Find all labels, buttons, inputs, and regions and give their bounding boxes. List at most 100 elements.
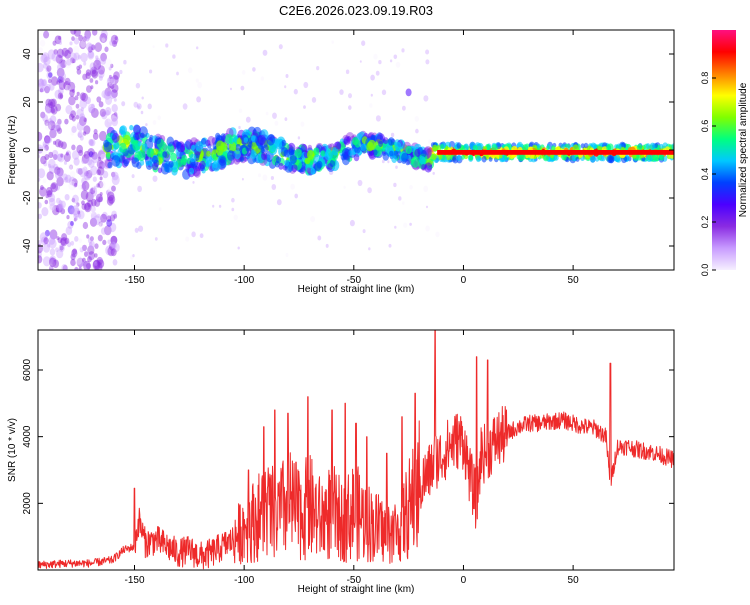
spectrogram-cell: [65, 150, 72, 158]
spectrogram-cell: [297, 136, 301, 140]
spectrogram-cell: [94, 253, 98, 258]
snr-x-label: Height of straight line (km): [298, 584, 415, 595]
spectrogram-cell: [129, 124, 134, 131]
spectrogram-cell: [79, 113, 86, 121]
spectrogram-cell: [87, 245, 95, 255]
spectrogram-cell: [85, 36, 90, 42]
spectrogram-cell: [78, 266, 82, 270]
spectrogram-cell: [359, 60, 362, 63]
spectrogram-cell: [74, 266, 79, 270]
spectrogram-cell: [339, 89, 344, 95]
spectrogram-cell: [424, 162, 433, 173]
spectrogram-cell: [70, 253, 76, 261]
spectrogram-cell: [88, 242, 93, 248]
spectrogram-cell: [82, 260, 88, 267]
spectrogram-cell: [61, 264, 68, 270]
spectrogram-cell: [589, 155, 596, 163]
spectrogram-cell: [423, 95, 429, 102]
spectrogram-cell: [42, 243, 51, 253]
y-tick-label: 0: [22, 147, 33, 153]
spectrogram-cell: [96, 183, 100, 188]
spectrogram-cell: [140, 110, 144, 115]
spectrogram-cell: [103, 58, 112, 69]
y-tick-label: -40: [22, 238, 33, 253]
spectrogram-cell: [109, 198, 114, 204]
spectrogram-cell: [131, 174, 135, 179]
spectrogram-cell: [265, 111, 269, 116]
spectrogram-cell: [145, 160, 150, 166]
spectrogram-cell: [72, 45, 80, 55]
snr-y-ticks: 2000 4000 6000: [22, 358, 674, 514]
spectrogram-cell: [345, 69, 350, 75]
spectrogram-cell: [51, 124, 58, 134]
spectrogram-cell: [463, 143, 469, 151]
spectrogram-cell: [81, 200, 85, 206]
spectrogram-cell: [55, 247, 59, 253]
spectrogram-marks: [38, 30, 674, 270]
spectrogram-cell: [57, 63, 63, 71]
spectrogram-cell: [154, 237, 158, 241]
spectrogram-cell: [40, 86, 45, 93]
spectrogram-cell: [383, 137, 389, 145]
spectrogram-cell: [303, 81, 309, 89]
spectrogram-cell: [90, 205, 96, 213]
spectrogram-cell: [107, 81, 113, 89]
spectrogram-cell: [206, 150, 211, 157]
spectrogram-cell: [44, 103, 53, 113]
spectrogram-cell: [49, 203, 55, 211]
spectrogram-cell: [40, 111, 46, 119]
spectrogram-cell: [47, 190, 54, 198]
spectrogram-cell: [71, 124, 78, 132]
colorbar-ticks: 0.0 0.2 0.4 0.6 0.8: [700, 72, 716, 276]
spectrogram-cell: [44, 154, 50, 161]
spectrogram-cell: [87, 199, 94, 208]
spectrogram-cell: [262, 174, 268, 181]
spectrogram-cell: [78, 34, 83, 42]
spectrogram-cell: [76, 167, 81, 174]
spectrogram-cell: [398, 196, 402, 201]
spectrogram-cell: [58, 203, 64, 211]
spectrogram-cell: [103, 141, 113, 153]
spectrogram-cell: [266, 134, 275, 146]
spectrogram-cell: [80, 189, 89, 200]
spectrogram-cell: [472, 145, 478, 152]
spectrogram-cell: [77, 54, 82, 60]
spectrogram-cell: [373, 53, 378, 60]
spectrogram-cell: [44, 135, 51, 144]
spectrogram-cell: [293, 88, 298, 95]
spectrogram-cell: [200, 164, 205, 172]
spectrogram-cell: [135, 131, 141, 140]
y-tick-label: 4000: [22, 425, 33, 448]
spectrogram-cell: [291, 164, 298, 173]
spectrogram-cell: [48, 72, 53, 78]
spectrogram-cell: [348, 93, 352, 99]
spectrogram-cell: [145, 123, 148, 127]
x-tick-label: -100: [234, 575, 254, 586]
spectrogram-cell: [414, 148, 421, 157]
spectrogram-cell: [81, 158, 86, 165]
spectrogram-cell: [94, 199, 101, 207]
spectrogram-cell: [79, 98, 87, 109]
spectrogram-cell: [257, 134, 266, 146]
spectrogram-cell: [66, 215, 70, 220]
spectrogram-cell: [375, 70, 380, 76]
spectrogram-cell: [45, 194, 49, 199]
spectrogram-cell: [44, 139, 50, 146]
spectrogram-cell: [54, 183, 60, 191]
spectrogram-cell: [91, 103, 95, 109]
spectrogram-cell: [149, 69, 153, 74]
spectrogram-cell: [414, 116, 419, 122]
spectrogram-cell: [196, 46, 199, 50]
spectrogram-cell: [81, 177, 87, 185]
spectrogram-cell: [47, 118, 53, 126]
spectrogram-cell: [409, 185, 413, 190]
spectrogram-cell: [68, 163, 73, 170]
spectrogram-cell: [108, 222, 117, 233]
spectrogram-cell: [220, 142, 228, 152]
spectrogram-cell: [55, 54, 63, 64]
spectrogram-cell: [63, 176, 69, 183]
spectrogram-cell: [394, 141, 402, 152]
spectrogram-cell: [104, 118, 112, 128]
spectrogram-cell: [93, 185, 97, 190]
spectrogram-cell: [49, 255, 57, 265]
